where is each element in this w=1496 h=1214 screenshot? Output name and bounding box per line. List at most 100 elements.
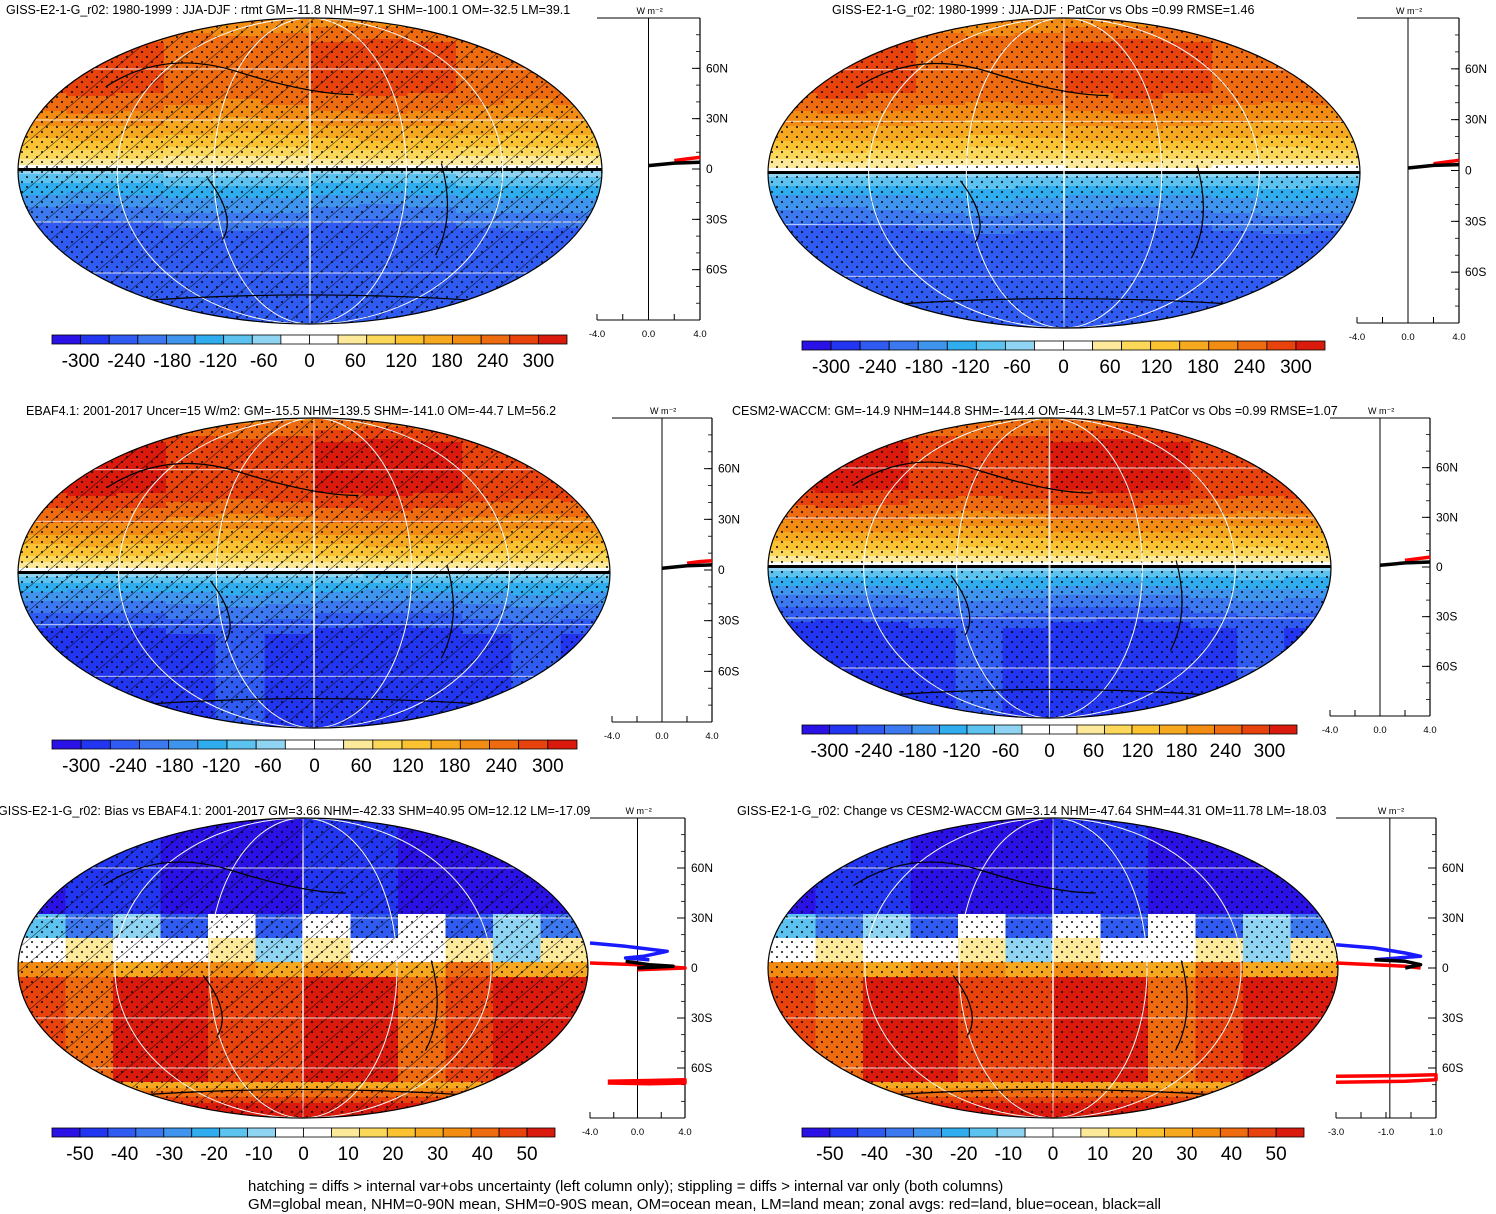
lat-tick-label: 30N [1465, 113, 1487, 127]
colorbar-box [967, 725, 995, 734]
lat-tick-label: 0 [1465, 164, 1472, 178]
lat-tick-label: 30S [718, 614, 739, 628]
colorbar-box [359, 1128, 387, 1137]
lat-tick-label: 0 [691, 961, 698, 975]
colorbar-box [52, 1128, 80, 1137]
zonal-x-tick-label: 0.0 [1401, 332, 1414, 343]
colorbar-box [538, 335, 567, 344]
colorbar-box [1296, 341, 1325, 350]
colorbar-box [499, 1128, 527, 1137]
colorbar-box [860, 341, 889, 350]
colorbar-box [1122, 341, 1151, 350]
colorbar-box [830, 1128, 858, 1137]
lat-tick-label: 30N [718, 512, 740, 526]
colorbar-box [940, 725, 968, 734]
colorbar-tick-label: -240 [859, 357, 897, 378]
colorbar-box [947, 341, 976, 350]
colorbar-box [169, 740, 198, 749]
zonal-unit-label: W m⁻² [1368, 406, 1394, 416]
zonal-x-tick-label: -1.0 [1378, 1127, 1394, 1138]
colorbar-box [304, 1128, 332, 1137]
lat-tick-label: 30S [1436, 610, 1457, 624]
colorbar-box [140, 740, 169, 749]
panel-title: GISS-E2-1-G_r02: Bias vs EBAF4.1: 2001-2… [0, 804, 590, 818]
colorbar-tick-label: 120 [1122, 741, 1154, 762]
panel-title: EBAF4.1: 2001-2017 Uncer=15 W/m2: GM=-15… [26, 404, 556, 418]
lat-tick-label: 30N [1442, 911, 1464, 925]
zonal-x-tick-label: 0.0 [642, 329, 655, 340]
zonal-x-tick-label: 0.0 [655, 731, 668, 742]
zonal-x-tick-label: 4.0 [705, 731, 718, 742]
colorbar-tick-label: -60 [1003, 357, 1030, 378]
map-field [18, 18, 603, 324]
zonal-unit-label: W m⁻² [637, 6, 663, 16]
colorbar-tick-label: 20 [1132, 1144, 1153, 1165]
zonal-mean-line [1336, 1075, 1436, 1083]
lat-tick-label: 60N [1442, 861, 1464, 875]
colorbar-box [395, 335, 424, 344]
colorbar-box [1077, 725, 1105, 734]
colorbar-box [889, 341, 918, 350]
lat-tick-label: 30S [1442, 1011, 1463, 1025]
colorbar-box [227, 740, 256, 749]
colorbar-box [471, 1128, 499, 1137]
lat-tick-label: 60S [1465, 265, 1486, 279]
zonal-mean-line [687, 561, 712, 564]
colorbar-tick-label: 240 [485, 756, 517, 777]
colorbar-tick-label: 300 [523, 351, 555, 372]
figure-footnote: hatching = diffs > internal var+obs unce… [248, 1178, 1348, 1214]
zonal-x-tick-label: -4.0 [1322, 725, 1338, 736]
colorbar-box [198, 740, 227, 749]
colorbar-box [831, 341, 860, 350]
zonal-mean-line [674, 157, 700, 160]
panel-4: CESM2-WACCM: GM=-14.9 NHM=144.8 SHM=-144… [732, 404, 1458, 762]
zonal-x-tick-label: -4.0 [589, 329, 605, 340]
stippling [768, 818, 1338, 1118]
colorbar-box [490, 740, 519, 749]
colorbar-tick-label: -20 [200, 1144, 227, 1165]
zonal-unit-label: W m⁻² [626, 806, 652, 816]
map-field [768, 418, 1332, 718]
colorbar-box [519, 740, 548, 749]
zonal-mean-line [649, 162, 701, 165]
colorbar-tick-label: 300 [1254, 741, 1286, 762]
colorbar-tick-label: -180 [905, 357, 943, 378]
colorbar-tick-label: 180 [439, 756, 471, 777]
colorbar-box [1160, 725, 1188, 734]
colorbar-box [1093, 341, 1122, 350]
lat-tick-label: 0 [1442, 961, 1449, 975]
colorbar-box [387, 1128, 415, 1137]
colorbar-box [1238, 341, 1267, 350]
colorbar-box [1165, 1128, 1193, 1137]
lat-tick-label: 30S [1465, 214, 1486, 228]
colorbar-box [1215, 725, 1243, 734]
colorbar-box [1053, 1128, 1081, 1137]
colorbar-tick-label: 180 [431, 351, 463, 372]
lat-tick-label: 30S [691, 1011, 712, 1025]
colorbar-box [1242, 725, 1270, 734]
zonal-unit-label: W m⁻² [1396, 6, 1422, 16]
zonal-x-tick-label: -4.0 [1349, 332, 1365, 343]
colorbar-box [331, 1128, 359, 1137]
colorbar-tick-label: 180 [1187, 357, 1219, 378]
colorbar-tick-label: 0 [1058, 357, 1069, 378]
colorbar-tick-label: -60 [254, 756, 281, 777]
lat-tick-label: 60S [1442, 1061, 1463, 1075]
colorbar-box [192, 1128, 220, 1137]
panel-title: GISS-E2-1-G_r02: Change vs CESM2-WACCM G… [737, 804, 1327, 818]
colorbar-tick-label: -180 [155, 756, 193, 777]
colorbar-box [310, 335, 339, 344]
panel-title: GISS-E2-1-G_r02: 1980-1999 : JJA-DJF : P… [832, 3, 1254, 17]
colorbar-tick-label: -300 [812, 357, 850, 378]
panel-1: GISS-E2-1-G_r02: 1980-1999 : JJA-DJF : r… [6, 3, 728, 372]
colorbar-box [460, 740, 489, 749]
colorbar-box [166, 335, 195, 344]
colorbar-tick-label: -300 [62, 351, 100, 372]
colorbar-box [195, 335, 224, 344]
colorbar-box [415, 1128, 443, 1137]
colorbar-tick-label: 30 [1176, 1144, 1197, 1165]
footnote-line-2: GM=global mean, NHM=0-90N mean, SHM=0-90… [248, 1196, 1348, 1214]
